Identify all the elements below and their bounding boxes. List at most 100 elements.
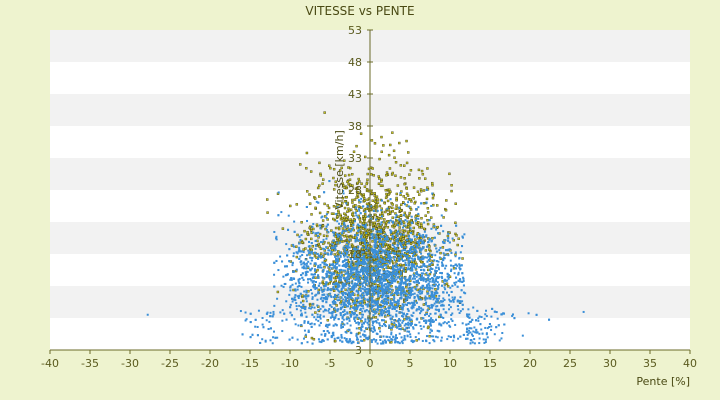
data-point (421, 308, 424, 311)
data-point (364, 247, 367, 250)
data-point (400, 221, 403, 224)
data-point (405, 204, 409, 207)
data-point (325, 246, 328, 249)
data-point (300, 241, 304, 244)
data-point (373, 320, 376, 323)
data-point (411, 245, 414, 248)
data-point (303, 329, 306, 332)
data-point (415, 301, 418, 304)
data-point (399, 236, 403, 240)
data-point (304, 305, 307, 308)
data-point (422, 246, 425, 249)
data-point (475, 319, 478, 322)
data-point (353, 286, 356, 289)
data-point (435, 277, 438, 280)
data-point (351, 266, 354, 269)
data-point (490, 328, 493, 331)
data-point (289, 204, 292, 208)
data-point (276, 290, 280, 294)
data-point (368, 263, 371, 266)
data-point (386, 298, 389, 301)
data-point (371, 299, 374, 302)
data-point (349, 218, 352, 221)
data-point (334, 279, 337, 283)
data-point (307, 252, 310, 255)
data-point (307, 245, 310, 248)
data-point (441, 258, 444, 261)
data-point (360, 329, 363, 332)
data-point (295, 305, 298, 308)
data-point (434, 271, 437, 274)
data-point (344, 303, 347, 306)
data-point (298, 294, 301, 297)
data-point (351, 288, 354, 291)
data-point (431, 280, 434, 283)
data-point (384, 261, 387, 264)
data-point (382, 226, 386, 230)
data-point (398, 305, 401, 308)
data-point (362, 251, 365, 254)
data-point (391, 302, 394, 305)
data-point (385, 272, 388, 275)
data-point (304, 237, 308, 241)
data-point (376, 263, 379, 266)
data-point (406, 239, 409, 242)
data-point (457, 273, 460, 276)
data-point (442, 297, 445, 300)
data-point (401, 306, 404, 309)
data-point (458, 263, 461, 266)
data-point (376, 198, 380, 201)
data-point (334, 264, 337, 267)
data-point (391, 261, 395, 265)
data-point (369, 254, 372, 257)
data-point (406, 220, 409, 223)
data-point (311, 245, 315, 248)
data-point (275, 259, 278, 262)
data-point (417, 237, 420, 240)
data-point (392, 273, 395, 276)
data-point (408, 257, 411, 260)
data-point (335, 324, 338, 327)
data-point (290, 277, 293, 280)
data-point (343, 221, 346, 224)
data-point (327, 206, 331, 210)
data-point (305, 206, 308, 209)
data-point (410, 314, 413, 317)
data-point (438, 276, 441, 279)
data-point (396, 235, 399, 238)
data-point (359, 200, 362, 203)
data-point (342, 263, 345, 266)
data-point (327, 309, 330, 312)
data-point (344, 258, 347, 261)
data-point (367, 318, 370, 321)
data-point (459, 264, 462, 267)
data-point (352, 275, 355, 278)
data-point (391, 203, 394, 206)
data-point (382, 144, 385, 147)
data-point (301, 266, 304, 269)
data-point (462, 284, 465, 287)
data-point (317, 305, 320, 308)
data-point (415, 285, 418, 288)
data-point (310, 248, 313, 252)
data-point (383, 270, 386, 273)
data-point (404, 266, 407, 270)
data-point (398, 226, 401, 229)
data-point (426, 207, 430, 210)
data-point (395, 204, 398, 207)
data-point (332, 310, 335, 313)
data-point (377, 250, 380, 253)
data-point (319, 314, 322, 317)
data-point (343, 323, 346, 326)
data-point (527, 312, 530, 315)
data-point (360, 303, 363, 306)
data-point (347, 260, 351, 264)
data-point (371, 278, 374, 281)
data-point (404, 338, 407, 341)
data-point (334, 235, 337, 238)
data-point (380, 209, 383, 212)
data-point (378, 324, 381, 327)
data-point (372, 210, 375, 213)
data-point (319, 297, 322, 300)
data-point (384, 276, 387, 279)
